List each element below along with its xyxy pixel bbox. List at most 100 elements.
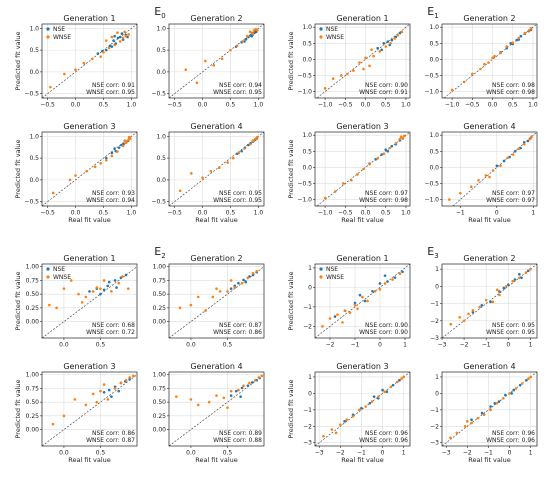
experiment-letter: E: [427, 245, 434, 258]
point-wnse: [55, 306, 58, 310]
x-tick-label: −3: [438, 342, 447, 349]
point-wnse: [90, 57, 94, 61]
point-wnse: [237, 388, 240, 392]
point-wnse: [123, 139, 127, 143]
point-wnse: [341, 182, 345, 185]
panel-title: Generation 4: [190, 122, 242, 131]
y-tick-label: −2: [303, 323, 312, 330]
point-nse: [229, 394, 233, 397]
x-tick-label: −0.5: [167, 102, 182, 109]
point-wnse: [212, 64, 216, 67]
legend-label-nse: NSE: [53, 26, 65, 33]
point-wnse: [491, 300, 495, 304]
panel-title: Generation 3: [63, 362, 115, 371]
y-tick-label: −3: [303, 440, 312, 447]
point-wnse: [116, 150, 119, 153]
point-nse: [107, 388, 111, 392]
plot-area: [169, 372, 264, 446]
x-tick-label: −1.0: [318, 102, 333, 109]
x-tick-label: 0.0: [186, 450, 196, 457]
point-wnse: [479, 67, 482, 71]
point-nse: [242, 278, 245, 282]
y-tick-label: 1: [435, 374, 439, 381]
panel-title: Generation 1: [63, 254, 115, 263]
point-wnse: [484, 298, 488, 302]
point-nse: [401, 270, 404, 274]
point-wnse: [248, 142, 252, 146]
y-tick-label: 0.0: [302, 56, 312, 63]
panel-title: Generation 4: [463, 122, 515, 131]
point-wnse: [455, 431, 459, 435]
point-wnse: [368, 162, 371, 166]
point-wnse: [484, 174, 488, 177]
point-wnse: [93, 165, 97, 169]
point-wnse: [368, 64, 371, 68]
point-wnse: [471, 72, 474, 76]
point-wnse: [106, 398, 110, 401]
point-nse: [480, 411, 484, 415]
scatter-panel: −1.0 −0.5 0.0 0.5 1.0 −1.0 −0.5 0.0 0.5 1.0 Genera…: [287, 122, 411, 224]
point-wnse: [99, 162, 102, 165]
scatter-panel: 0.0 0.5 0.00 0.25 0.50 0.75 1.00 Generation 1 Pr…: [14, 254, 138, 349]
legend-label-wnse: WNSE: [326, 274, 344, 281]
point-nse: [518, 273, 521, 276]
point-wnse: [248, 30, 252, 34]
experiment-subscript: 2: [161, 252, 165, 260]
point-wnse: [62, 414, 66, 418]
point-wnse: [196, 295, 200, 299]
point-nse: [110, 395, 113, 398]
x-axis-label: Real fit value: [468, 216, 511, 224]
point-wnse: [448, 198, 451, 201]
legend-label-wnse: WNSE: [53, 274, 71, 281]
point-wnse: [378, 288, 382, 291]
plot-area: [442, 132, 537, 206]
plot-frame: [314, 23, 411, 99]
scatter-panel: 0.0 0.5 0.00 0.25 0.50 0.75 1.00 Generation 2 NS…: [153, 254, 265, 349]
x-tick-label: 1: [529, 450, 533, 457]
x-tick-label: 0: [506, 342, 510, 349]
point-wnse: [372, 54, 375, 58]
point-nse: [124, 273, 128, 277]
point-wnse: [498, 293, 501, 297]
point-nse: [244, 37, 248, 41]
point-wnse: [449, 322, 453, 326]
point-wnse: [215, 287, 218, 290]
point-wnse: [229, 48, 232, 52]
nse-corr-annotation: NSE corr: 0.98: [492, 82, 535, 89]
y-axis-label: Predicted fit value: [287, 31, 295, 90]
wnse-corr-annotation: WNSE corr: 0.90: [359, 329, 408, 336]
y-tick-label: −1.0: [424, 89, 439, 96]
nse-corr-annotation: NSE corr: 0.91: [92, 82, 135, 89]
y-axis-label: Predicted fit value: [287, 139, 295, 198]
x-tick-label: −1: [484, 450, 493, 457]
plot-frame: [168, 23, 265, 99]
panel-title: Generation 2: [190, 14, 242, 23]
y-tick-label: 1.00: [153, 264, 167, 271]
scatter-panel: −1.0 −0.5 0.0 0.5 1.0 −1.0 −0.5 0.0 0.5 1.0 Genera…: [424, 14, 537, 109]
y-tick-label: 0.0: [156, 69, 166, 76]
experiment-subscript: 3: [434, 252, 438, 260]
scatter-panel: 0.0 0.5 0.00 0.25 0.50 0.75 1.00 Generation 4 Re…: [153, 362, 265, 464]
wnse-corr-annotation: WNSE corr: 0.97: [486, 197, 535, 204]
point-wnse: [366, 299, 369, 303]
point-wnse: [383, 282, 387, 285]
point-wnse: [376, 157, 379, 160]
x-tick-label: −1: [357, 450, 366, 457]
y-tick-label: 0: [435, 283, 439, 290]
point-wnse: [118, 40, 122, 43]
point-nse: [383, 274, 387, 277]
plot-frame: [441, 23, 538, 99]
point-wnse: [201, 176, 204, 180]
y-tick-label: 1.0: [156, 133, 166, 140]
point-nse: [515, 38, 519, 42]
wnse-corr-annotation: WNSE corr: 0.72: [86, 329, 135, 336]
wnse-corr-annotation: WNSE corr: 0.95: [213, 89, 262, 96]
x-tick-label: −2: [336, 450, 345, 457]
point-wnse: [243, 147, 246, 150]
x-tick-label: 1.0: [401, 210, 411, 217]
point-wnse: [364, 56, 367, 60]
wnse-corr-annotation: WNSE corr: 0.87: [86, 437, 135, 444]
point-wnse: [99, 389, 102, 393]
nse-corr-annotation: NSE corr: 0.95: [492, 322, 535, 329]
